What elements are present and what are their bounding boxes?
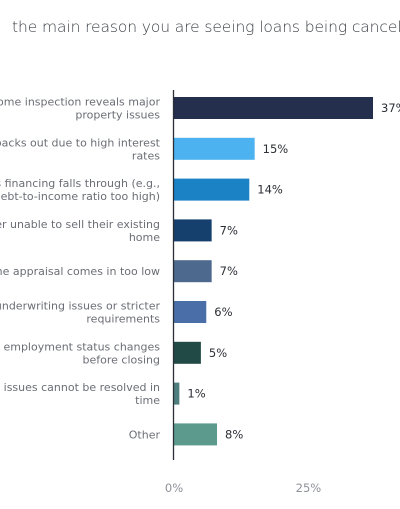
category-label-6: s employment status changes before closin… (0, 340, 160, 366)
bar-1 (174, 137, 255, 160)
category-label-7: e issues cannot be resolved in time (0, 381, 160, 407)
chart-title: the main reason you are seeing loans bei… (12, 18, 400, 36)
bar-7 (174, 382, 180, 405)
x-tick-label-0: 0% (165, 481, 183, 495)
category-label-4: me appraisal comes in too low (0, 265, 160, 278)
value-label-0: 37% (381, 101, 400, 115)
bar-0 (174, 97, 373, 119)
bar-2 (174, 178, 250, 201)
x-axis-ticks: 0% 25% (165, 481, 321, 495)
category-label-8: Other (129, 428, 161, 441)
category-label-5: underwriting issues or stricter requireme… (0, 300, 160, 326)
value-label-5: 6% (214, 305, 232, 319)
value-labels: 37% 15% 14% 7% 7% 6% 5% 1% 8% (187, 101, 400, 441)
bar-6 (174, 341, 201, 364)
bars-group (174, 97, 373, 446)
category-label-2: s financing falls through (e.g., ebt-to-i… (0, 177, 160, 203)
category-label-1: backs out due to high interest rates (0, 136, 161, 162)
category-label-0: ome inspection reveals major property iss… (0, 96, 160, 122)
value-label-6: 5% (209, 346, 227, 360)
bar-5 (174, 301, 207, 323)
value-label-2: 14% (257, 183, 283, 197)
value-label-1: 15% (263, 142, 289, 156)
bar-3 (174, 219, 212, 242)
x-tick-label-1: 25% (296, 481, 322, 495)
value-label-8: 8% (225, 427, 243, 441)
bar-8 (174, 423, 218, 446)
value-label-7: 1% (187, 387, 205, 401)
value-label-3: 7% (220, 223, 238, 237)
value-label-4: 7% (220, 264, 238, 278)
category-label-3: ver unable to sell their existing home (0, 218, 160, 244)
bar-4 (174, 260, 212, 283)
category-labels: ome inspection reveals major property iss… (0, 96, 161, 442)
